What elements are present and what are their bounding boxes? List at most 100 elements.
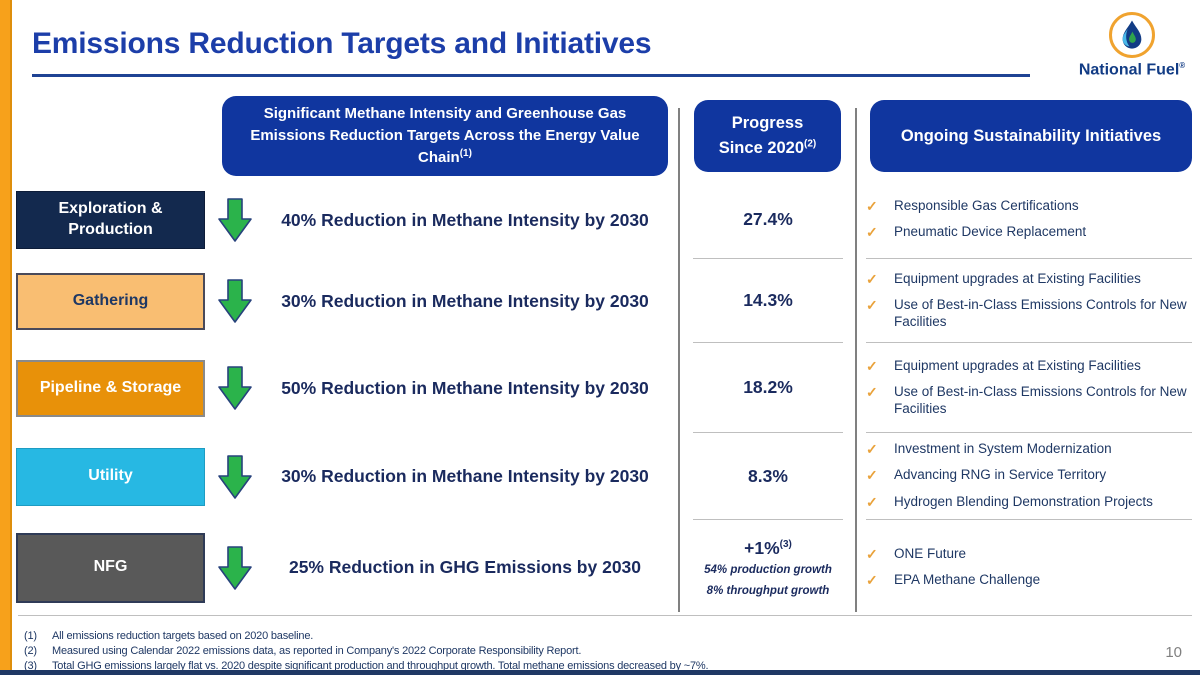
initiative-item: ✓ Advancing RNG in Service Territory [866, 467, 1192, 484]
footnotes: (1) All emissions reduction targets based… [24, 630, 1024, 675]
check-icon: ✓ [866, 384, 878, 401]
initiative-text: Use of Best-in-Class Emissions Controls … [894, 384, 1187, 416]
initiative-item: ✓ Equipment upgrades at Existing Faciliti… [866, 358, 1192, 375]
category-cell: Pipeline & Storage [16, 343, 205, 433]
progress-percent: +1%(3) [744, 537, 792, 558]
header-progress-footnote-ref: (2) [804, 138, 817, 150]
header-initiatives: Ongoing Sustainability Initiatives [870, 100, 1192, 172]
check-icon: ✓ [866, 297, 878, 314]
table-bottom-divider [18, 615, 1192, 616]
progress-value: 18.2% [693, 343, 843, 433]
initiative-text: ONE Future [894, 545, 967, 561]
initiative-item: ✓ Hydrogen Blending Demonstration Project… [866, 494, 1192, 511]
logo-wordmark: National Fuel® [1078, 61, 1186, 79]
initiative-text: Responsible Gas Certifications [894, 197, 1079, 213]
initiative-item: ✓ EPA Methane Challenge [866, 572, 1192, 589]
initiative-item: ✓ Investment in System Modernization [866, 441, 1192, 458]
initiative-text: Equipment upgrades at Existing Facilitie… [894, 270, 1141, 286]
initiative-text: EPA Methane Challenge [894, 572, 1041, 587]
progress-value: 14.3% [693, 259, 843, 343]
target-text: 50% Reduction in Methane Intensity by 20… [281, 377, 649, 398]
target-text: 30% Reduction in Methane Intensity by 20… [281, 290, 649, 311]
category-box-gathering: Gathering [16, 272, 205, 330]
check-icon: ✓ [866, 441, 878, 458]
progress-percent: 18.2% [743, 377, 793, 397]
header-targets: Significant Methane Intensity and Greenh… [222, 96, 668, 176]
progress-value: 8.3% [693, 433, 843, 520]
initiative-item: ✓ Pneumatic Device Replacement [866, 224, 1192, 241]
check-icon: ✓ [866, 357, 878, 374]
target-text: 40% Reduction in Methane Intensity by 20… [281, 209, 649, 230]
national-fuel-logo: National Fuel® [1072, 12, 1192, 84]
check-icon: ✓ [866, 197, 878, 214]
initiatives-cell: ✓ ONE Future ✓ EPA Methane Challenge [866, 520, 1192, 615]
header-progress: Progress Since 2020(2) [694, 100, 841, 172]
header-progress-line2: Since 2020 [718, 139, 805, 157]
target-text: 25% Reduction in GHG Emissions by 2030 [288, 557, 642, 577]
check-icon: ✓ [866, 224, 878, 240]
initiative-text: Investment in System Modernization [894, 441, 1112, 457]
category-box-exploration-production: Exploration & Production [16, 191, 205, 249]
bottom-accent-bar [0, 670, 1200, 675]
category-box-nfg: NFG [16, 532, 205, 603]
footnote: (1) All emissions reduction targets based… [24, 630, 314, 642]
left-accent-bar [0, 0, 12, 675]
initiative-text: Hydrogen Blending Demonstration Projects [894, 493, 1153, 509]
initiatives-cell: ✓ Responsible Gas Certifications ✓ Pneumat… [866, 181, 1192, 259]
progress-percent: 8.3% [748, 465, 788, 486]
initiative-item: ✓ ONE Future [866, 546, 1192, 563]
table-row-utility: Utility 30% Reduction in Methane Intensi… [0, 433, 1200, 520]
table-row-gathering: Gathering 30% Reduction in Methane Inten… [0, 259, 1200, 343]
category-cell: Utility [16, 433, 205, 520]
initiative-text: Advancing RNG in Service Territory [894, 467, 1107, 483]
page-number: 10 [1165, 644, 1182, 661]
initiative-item: ✓ Use of Best-in-Class Emissions Controls… [866, 297, 1192, 330]
initiative-item: ✓ Use of Best-in-Class Emissions Controls… [866, 384, 1192, 417]
progress-percent: 14.3% [743, 290, 793, 310]
footnote: (2) Measured using Calendar 2022 emission… [24, 645, 582, 658]
progress-subtext: 8% throughput growth [706, 585, 830, 597]
page-title: Emissions Reduction Targets and Initiati… [32, 27, 652, 60]
initiative-text: Use of Best-in-Class Emissions Controls … [894, 297, 1187, 329]
initiative-item: ✓ Responsible Gas Certifications [866, 198, 1192, 215]
initiatives-cell: ✓ Equipment upgrades at Existing Faciliti… [866, 259, 1192, 343]
initiative-item: ✓ Equipment upgrades at Existing Faciliti… [866, 271, 1192, 288]
column-divider-1 [678, 108, 680, 612]
check-icon: ✓ [866, 270, 878, 287]
target-text: 30% Reduction in Methane Intensity by 20… [281, 466, 649, 486]
column-divider-2 [855, 108, 857, 612]
header-targets-footnote-ref: (1) [459, 147, 472, 159]
table-row-exploration-production: Exploration & Production 40% Reduction i… [0, 181, 1200, 259]
decrease-arrow-icon [210, 181, 260, 259]
progress-value: +1%(3) 54% production growth 8% throughp… [693, 520, 843, 615]
initiative-text: Equipment upgrades at Existing Facilitie… [894, 357, 1141, 373]
title-underline [32, 74, 1030, 77]
header-progress-line1: Progress [731, 114, 804, 133]
footnote: (3) Total GHG emissions largely flat vs. … [24, 660, 709, 673]
check-icon: ✓ [866, 493, 878, 510]
check-icon: ✓ [866, 572, 878, 588]
decrease-arrow-icon [210, 433, 260, 520]
table-row-nfg: NFG 25% Reduction in GHG Emissions by 20… [0, 520, 1200, 615]
logo-flame-icon [1109, 12, 1155, 58]
initiatives-cell: ✓ Equipment upgrades at Existing Faciliti… [866, 343, 1192, 433]
progress-percent: 27.4% [743, 209, 793, 229]
header-initiatives-label: Ongoing Sustainability Initiatives [900, 126, 1162, 145]
header-targets-label: Significant Methane Intensity and Greenh… [250, 105, 640, 166]
progress-value: 27.4% [693, 181, 843, 259]
progress-subtext: 54% production growth [704, 563, 832, 576]
check-icon: ✓ [866, 467, 878, 484]
initiative-text: Pneumatic Device Replacement [894, 224, 1087, 239]
check-icon: ✓ [866, 545, 878, 562]
category-cell: Gathering [16, 259, 205, 343]
category-cell: NFG [16, 520, 205, 615]
category-cell: Exploration & Production [16, 181, 205, 259]
decrease-arrow-icon [210, 259, 260, 343]
table-row-pipeline-storage: Pipeline & Storage 50% Reduction in Meth… [0, 343, 1200, 433]
category-box-utility: Utility [16, 447, 205, 506]
decrease-arrow-icon [210, 520, 260, 615]
progress-footnote-ref: (3) [779, 538, 792, 550]
initiatives-cell: ✓ Investment in System Modernization ✓ Adv… [866, 433, 1192, 520]
category-box-pipeline-storage: Pipeline & Storage [16, 359, 205, 417]
